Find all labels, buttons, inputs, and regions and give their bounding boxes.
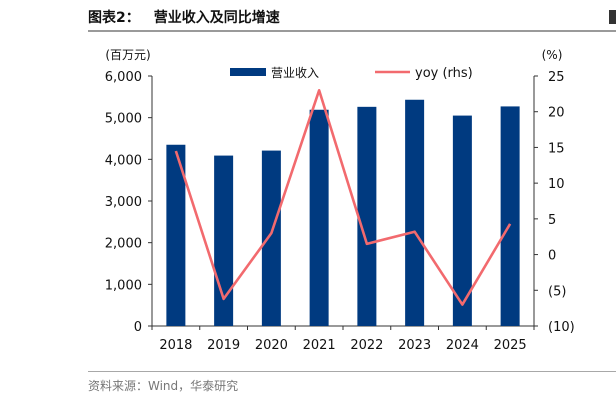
right-tick-label: 25 <box>548 70 565 85</box>
axis-labels: 0 1,000 2,000 3,000 4,000 5,000 6,000 (10) (5) 0 5… <box>105 48 575 353</box>
bar-series <box>166 99 520 327</box>
revenue-bar <box>500 106 520 327</box>
chart-axes <box>148 75 538 330</box>
yoy-line <box>174 88 512 306</box>
x-tick-label: 2018 <box>159 338 192 353</box>
header-rule <box>88 30 616 32</box>
figure-number: 图表2： <box>88 10 140 26</box>
left-tick-label: 1,000 <box>105 278 142 293</box>
legend-label-line: yoy (rhs) <box>415 66 473 81</box>
left-tick-label: 2,000 <box>105 237 142 252</box>
right-tick-label: (5) <box>548 284 566 299</box>
left-tick-label: 4,000 <box>105 153 142 168</box>
right-tick-label: 10 <box>548 177 565 192</box>
x-tick-label: 2023 <box>398 338 431 353</box>
legend-swatch-bar <box>230 68 266 76</box>
revenue-bar <box>261 150 281 326</box>
source-note: 资料来源：Wind，华泰研究 <box>88 379 239 393</box>
revenue-bar <box>357 106 377 326</box>
line-series <box>174 88 512 306</box>
x-tick-label: 2024 <box>446 338 479 353</box>
figure-title: 图表2： 营业收入及同比增速 <box>88 7 280 27</box>
x-tick-label: 2025 <box>494 338 527 353</box>
left-tick-label: 3,000 <box>105 195 142 210</box>
revenue-bar <box>452 115 472 326</box>
x-tick-label: 2019 <box>207 338 240 353</box>
x-tick-label: 2020 <box>255 338 288 353</box>
legend-label-bar: 营业收入 <box>271 66 319 80</box>
left-tick-label: 5,000 <box>105 112 142 127</box>
right-tick-label: 15 <box>548 141 565 156</box>
right-tick-label: 20 <box>548 106 565 121</box>
revenue-bar <box>166 144 186 326</box>
chart-legend: 营业收入 yoy (rhs) <box>230 66 473 81</box>
right-tick-label: 0 <box>548 249 556 264</box>
revenue-bar <box>405 99 425 326</box>
left-tick-label: 0 <box>134 320 142 335</box>
revenue-bar <box>309 109 329 326</box>
right-axis-unit: (%) <box>542 48 563 62</box>
x-tick-label: 2022 <box>350 338 383 353</box>
left-axis-unit: (百万元) <box>105 48 150 62</box>
revenue-bar <box>214 155 234 326</box>
x-tick-label: 2021 <box>303 338 336 353</box>
right-tick-label: 5 <box>548 213 556 228</box>
footer-rule <box>88 371 616 372</box>
figure-title-text: 营业收入及同比增速 <box>153 10 280 26</box>
right-tick-label: (10) <box>548 320 575 335</box>
edge-mark <box>609 10 616 24</box>
left-tick-label: 6,000 <box>105 70 142 85</box>
